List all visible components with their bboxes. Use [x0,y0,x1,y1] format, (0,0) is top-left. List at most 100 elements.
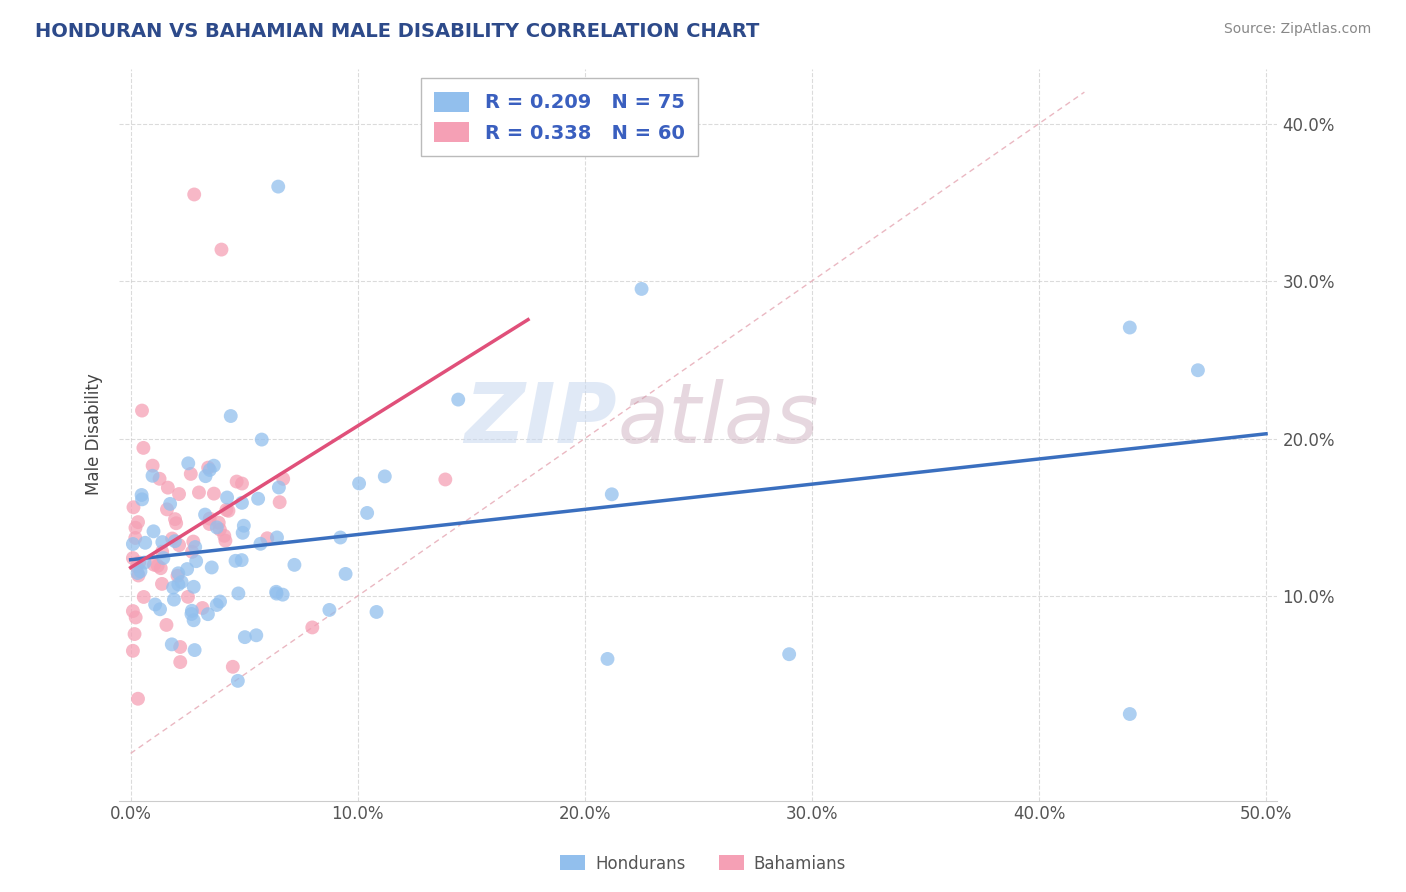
Point [219,409,242,423]
Point [183,187,205,202]
Point [1119,706,1142,721]
Point [180,607,202,621]
Point [1119,320,1142,334]
Point [176,562,198,576]
Point [181,545,204,559]
Point [127,568,149,582]
Point [447,392,470,407]
Point [183,643,205,657]
Point [266,531,288,545]
Point [128,556,150,570]
Point [131,488,153,502]
Legend: R = 0.209   N = 75, R = 0.338   N = 60: R = 0.209 N = 75, R = 0.338 N = 60 [420,78,699,156]
Point [205,598,228,612]
Point [169,655,191,669]
Point [127,515,149,529]
Point [211,243,233,257]
Point [198,511,221,525]
Point [233,630,256,644]
Point [131,492,153,507]
Point [374,469,396,483]
Point [630,282,652,296]
Point [148,472,170,486]
Point [245,628,267,642]
Point [125,559,148,574]
Point [132,441,155,455]
Point [162,581,184,595]
Point [191,601,214,615]
Point [198,463,221,477]
Point [181,534,204,549]
Point [152,551,174,566]
Point [156,502,179,516]
Point [202,458,225,473]
Point [197,460,219,475]
Point [778,647,800,661]
Point [214,533,236,548]
Point [434,473,457,487]
Point [124,610,146,624]
Point [217,504,239,518]
Point [267,481,290,495]
Point [122,604,145,618]
Point [283,558,305,572]
Point [127,691,149,706]
Point [163,534,186,549]
Point [159,497,181,511]
Point [183,613,205,627]
Point [160,532,183,546]
Point [198,516,221,531]
Point [194,508,217,522]
Point [122,537,145,551]
Point [318,603,340,617]
Point [215,503,238,517]
Point [167,538,190,552]
Point [231,553,253,567]
Point [127,566,149,580]
Point [256,531,278,545]
Point [267,179,290,194]
Text: ZIP: ZIP [464,379,617,460]
Point [132,590,155,604]
Point [202,486,225,500]
Text: HONDURAN VS BAHAMIAN MALE DISABILITY CORRELATION CHART: HONDURAN VS BAHAMIAN MALE DISABILITY COR… [35,22,759,41]
Point [335,566,357,581]
Point [149,561,172,575]
Point [269,495,291,509]
Point [122,644,145,658]
Point [180,604,202,618]
Point [271,472,294,486]
Point [600,487,623,501]
Point [170,574,193,589]
Point [142,458,165,473]
Point [232,525,254,540]
Point [366,605,388,619]
Point [124,627,146,641]
Point [166,568,188,582]
Point [231,476,253,491]
Point [264,584,287,599]
Point [150,535,173,549]
Point [596,652,619,666]
Point [163,512,186,526]
Point [122,551,145,566]
Point [226,673,249,688]
Point [156,481,179,495]
Point [167,487,190,501]
Point [143,598,166,612]
Text: atlas: atlas [617,379,818,460]
Point [187,485,209,500]
Point [247,491,270,506]
Point [169,640,191,654]
Point [177,456,200,470]
Point [347,476,370,491]
Point [167,577,190,591]
Point [134,535,156,549]
Point [201,560,224,574]
Point [250,433,273,447]
Point [356,506,378,520]
Point [122,500,145,515]
Point [129,564,152,578]
Point [194,469,217,483]
Point [165,516,187,531]
